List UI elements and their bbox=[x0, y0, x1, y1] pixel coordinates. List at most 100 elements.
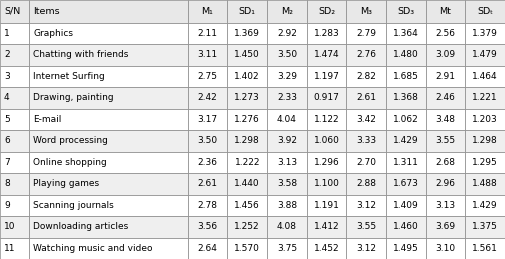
Bar bbox=[267, 130, 307, 152]
Text: 4: 4 bbox=[4, 93, 10, 102]
Text: 1.252: 1.252 bbox=[234, 222, 260, 231]
Bar bbox=[307, 238, 346, 259]
Bar bbox=[267, 66, 307, 87]
Text: 1.450: 1.450 bbox=[234, 51, 260, 59]
Text: 2.61: 2.61 bbox=[356, 93, 376, 102]
Text: 1.488: 1.488 bbox=[472, 179, 498, 188]
Text: SD₂: SD₂ bbox=[318, 7, 335, 16]
Bar bbox=[267, 195, 307, 216]
Bar bbox=[426, 0, 465, 23]
Text: 3.09: 3.09 bbox=[435, 51, 456, 59]
Bar bbox=[29, 195, 188, 216]
Bar bbox=[386, 195, 426, 216]
Text: 1.191: 1.191 bbox=[314, 201, 339, 210]
Bar bbox=[188, 173, 227, 195]
Text: 2.76: 2.76 bbox=[356, 51, 376, 59]
Text: Graphics: Graphics bbox=[33, 29, 73, 38]
Text: 1.276: 1.276 bbox=[234, 115, 260, 124]
Bar bbox=[267, 44, 307, 66]
Bar bbox=[29, 109, 188, 130]
Text: Chatting with friends: Chatting with friends bbox=[33, 51, 128, 59]
Bar bbox=[188, 195, 227, 216]
Text: 2.46: 2.46 bbox=[436, 93, 456, 102]
Text: 3: 3 bbox=[4, 72, 10, 81]
Bar bbox=[227, 238, 267, 259]
Bar bbox=[0, 66, 29, 87]
Bar bbox=[29, 44, 188, 66]
Text: 1.452: 1.452 bbox=[314, 244, 339, 253]
Bar bbox=[227, 66, 267, 87]
Bar bbox=[227, 216, 267, 238]
Text: 2.75: 2.75 bbox=[197, 72, 218, 81]
Bar bbox=[386, 0, 426, 23]
Bar bbox=[0, 109, 29, 130]
Bar bbox=[426, 66, 465, 87]
Bar bbox=[29, 152, 188, 173]
Bar bbox=[386, 216, 426, 238]
Bar bbox=[386, 238, 426, 259]
Text: 1.311: 1.311 bbox=[393, 158, 419, 167]
Bar bbox=[465, 0, 505, 23]
Bar bbox=[426, 152, 465, 173]
Text: 2.56: 2.56 bbox=[435, 29, 456, 38]
Bar bbox=[346, 87, 386, 109]
Text: 2.92: 2.92 bbox=[277, 29, 297, 38]
Bar bbox=[346, 195, 386, 216]
Bar bbox=[188, 66, 227, 87]
Bar bbox=[465, 87, 505, 109]
Text: 1.379: 1.379 bbox=[472, 29, 498, 38]
Text: 3.58: 3.58 bbox=[277, 179, 297, 188]
Bar bbox=[267, 23, 307, 44]
Text: Downloading articles: Downloading articles bbox=[33, 222, 128, 231]
Text: 4.08: 4.08 bbox=[277, 222, 297, 231]
Text: 1.060: 1.060 bbox=[314, 136, 339, 145]
Bar bbox=[267, 109, 307, 130]
Text: 3.29: 3.29 bbox=[277, 72, 297, 81]
Text: SD₁: SD₁ bbox=[239, 7, 256, 16]
Bar bbox=[227, 109, 267, 130]
Text: 11: 11 bbox=[4, 244, 16, 253]
Bar bbox=[29, 23, 188, 44]
Text: 1.456: 1.456 bbox=[234, 201, 260, 210]
Bar bbox=[307, 173, 346, 195]
Text: 3.50: 3.50 bbox=[277, 51, 297, 59]
Bar bbox=[386, 109, 426, 130]
Bar bbox=[29, 130, 188, 152]
Bar bbox=[346, 109, 386, 130]
Text: 8: 8 bbox=[4, 179, 10, 188]
Text: M₂: M₂ bbox=[281, 7, 293, 16]
Text: 1.197: 1.197 bbox=[314, 72, 339, 81]
Bar bbox=[188, 0, 227, 23]
Bar bbox=[29, 0, 188, 23]
Bar bbox=[465, 238, 505, 259]
Bar bbox=[267, 152, 307, 173]
Text: Internet Surfing: Internet Surfing bbox=[33, 72, 105, 81]
Text: 1.409: 1.409 bbox=[393, 201, 419, 210]
Bar bbox=[29, 216, 188, 238]
Bar bbox=[426, 173, 465, 195]
Bar bbox=[0, 195, 29, 216]
Text: 3.12: 3.12 bbox=[356, 244, 376, 253]
Text: 3.42: 3.42 bbox=[356, 115, 376, 124]
Text: 1.298: 1.298 bbox=[472, 136, 498, 145]
Bar bbox=[0, 23, 29, 44]
Text: 1.440: 1.440 bbox=[234, 179, 260, 188]
Text: 1.464: 1.464 bbox=[472, 72, 498, 81]
Bar bbox=[346, 66, 386, 87]
Text: 2.11: 2.11 bbox=[197, 29, 218, 38]
Bar bbox=[188, 152, 227, 173]
Bar bbox=[307, 152, 346, 173]
Text: 7: 7 bbox=[4, 158, 10, 167]
Text: 2.64: 2.64 bbox=[197, 244, 218, 253]
Text: 3.48: 3.48 bbox=[435, 115, 456, 124]
Text: 0.917: 0.917 bbox=[314, 93, 339, 102]
Bar bbox=[346, 238, 386, 259]
Text: 2.96: 2.96 bbox=[435, 179, 456, 188]
Bar bbox=[465, 152, 505, 173]
Bar bbox=[29, 238, 188, 259]
Bar bbox=[227, 195, 267, 216]
Text: M₃: M₃ bbox=[360, 7, 372, 16]
Bar bbox=[0, 130, 29, 152]
Text: 3.69: 3.69 bbox=[435, 222, 456, 231]
Bar bbox=[307, 195, 346, 216]
